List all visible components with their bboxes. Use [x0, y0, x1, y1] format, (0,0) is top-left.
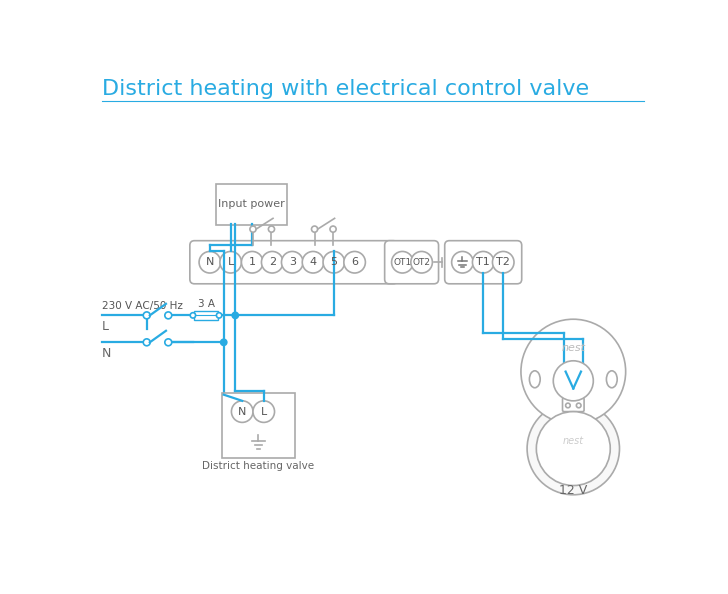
FancyBboxPatch shape	[384, 241, 438, 284]
Text: T2: T2	[496, 257, 510, 267]
Text: 2: 2	[269, 257, 276, 267]
Text: 1: 1	[249, 257, 256, 267]
Text: N: N	[238, 407, 246, 416]
Circle shape	[269, 226, 274, 232]
FancyBboxPatch shape	[216, 184, 287, 225]
Circle shape	[344, 251, 365, 273]
Text: 4: 4	[309, 257, 317, 267]
Text: nest: nest	[561, 343, 585, 353]
Circle shape	[143, 339, 150, 346]
Text: 12 V: 12 V	[559, 485, 587, 497]
Circle shape	[143, 312, 150, 319]
Text: N: N	[206, 257, 214, 267]
Text: N: N	[102, 347, 111, 359]
Circle shape	[577, 403, 581, 407]
Text: T1: T1	[476, 257, 490, 267]
Ellipse shape	[529, 371, 540, 388]
Circle shape	[472, 251, 494, 273]
Circle shape	[199, 251, 221, 273]
Circle shape	[411, 251, 432, 273]
Text: OT2: OT2	[413, 258, 430, 267]
Circle shape	[451, 251, 473, 273]
FancyBboxPatch shape	[563, 398, 584, 412]
Circle shape	[165, 312, 172, 319]
Text: 230 V AC/50 Hz: 230 V AC/50 Hz	[102, 301, 183, 311]
Text: OT1: OT1	[393, 258, 411, 267]
Text: L: L	[228, 257, 234, 267]
Ellipse shape	[606, 371, 617, 388]
Text: L: L	[102, 320, 109, 333]
Text: L: L	[261, 407, 267, 416]
Text: District heating valve: District heating valve	[202, 461, 314, 471]
Circle shape	[190, 312, 196, 318]
Circle shape	[553, 361, 593, 401]
Circle shape	[302, 251, 324, 273]
Text: 3: 3	[289, 257, 296, 267]
Circle shape	[312, 226, 317, 232]
Circle shape	[282, 251, 303, 273]
Circle shape	[330, 226, 336, 232]
Circle shape	[492, 251, 514, 273]
Circle shape	[220, 251, 242, 273]
FancyBboxPatch shape	[190, 241, 397, 284]
Text: 6: 6	[351, 257, 358, 267]
Circle shape	[392, 251, 414, 273]
Text: nest: nest	[563, 436, 584, 446]
Circle shape	[521, 319, 625, 424]
Circle shape	[566, 403, 570, 407]
Circle shape	[261, 251, 283, 273]
Circle shape	[216, 312, 222, 318]
Circle shape	[232, 312, 238, 318]
Text: District heating with electrical control valve: District heating with electrical control…	[102, 79, 589, 99]
FancyBboxPatch shape	[222, 393, 295, 458]
Circle shape	[537, 412, 610, 485]
Circle shape	[323, 251, 344, 273]
Circle shape	[221, 339, 227, 345]
Text: 5: 5	[331, 257, 337, 267]
Text: Input power: Input power	[218, 200, 285, 210]
Circle shape	[253, 401, 274, 422]
FancyBboxPatch shape	[445, 241, 522, 284]
Circle shape	[165, 339, 172, 346]
Circle shape	[242, 251, 263, 273]
FancyBboxPatch shape	[194, 311, 218, 320]
Circle shape	[232, 401, 253, 422]
Circle shape	[527, 402, 620, 495]
Text: 3 A: 3 A	[197, 299, 215, 309]
Circle shape	[250, 226, 256, 232]
